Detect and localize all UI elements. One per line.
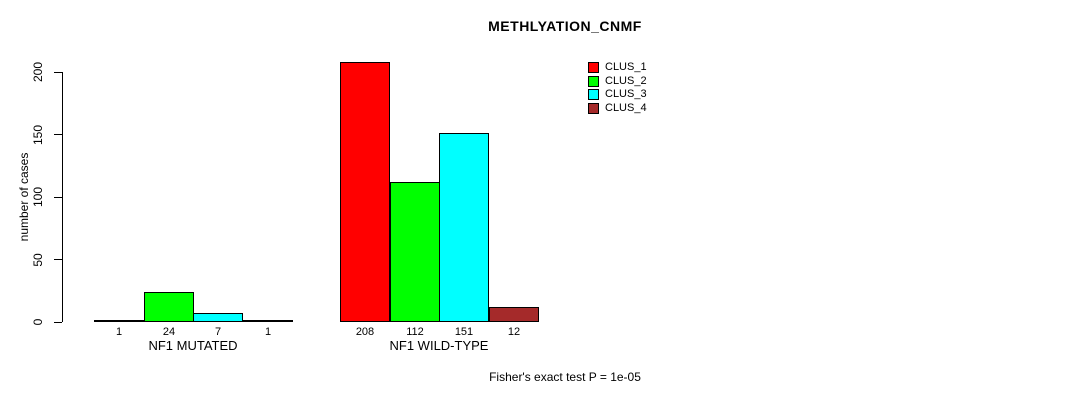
legend-label: CLUS_3 <box>605 88 647 100</box>
y-axis-label: number of cases <box>17 152 31 242</box>
y-tick-label-150: 150 <box>31 124 45 145</box>
legend-swatch-icon <box>588 62 599 73</box>
y-tick-100 <box>54 196 62 198</box>
legend-swatch-icon <box>588 102 599 114</box>
legend-label: CLUS_2 <box>605 74 647 87</box>
chart-title: METHLYATION_CNMF <box>488 18 642 34</box>
legend: CLUS_1 CLUS_2 CLUS_3 CLUS_4 <box>588 61 647 115</box>
bar-clus_4-group-1 <box>243 320 293 322</box>
y-tick-label-200: 200 <box>31 61 45 83</box>
y-tick-150 <box>54 134 62 135</box>
legend-label: CLUS_4 <box>605 101 647 114</box>
legend-swatch-icon <box>588 89 599 100</box>
bar-value-label: 24 <box>162 326 176 338</box>
bar-value-label: 12 <box>507 326 521 338</box>
bar-clus_1-group-2 <box>340 62 390 322</box>
y-axis-line <box>62 72 63 322</box>
bar-clus_2-group-2 <box>390 182 440 322</box>
bar-value-label: 1 <box>264 326 272 338</box>
bar-value-label: 151 <box>454 326 474 338</box>
bar-value-label: 208 <box>355 326 375 338</box>
y-tick-50 <box>54 259 62 260</box>
bar-value-label: 112 <box>406 326 424 338</box>
group-label-2: NF1 WILD-TYPE <box>389 338 489 353</box>
legend-item-clus_1: CLUS_1 <box>588 61 647 74</box>
y-tick-label-100: 100 <box>31 186 45 208</box>
legend-item-clus_2: CLUS_2 <box>588 75 647 88</box>
group-label-1: NF1 MUTATED <box>148 338 238 353</box>
y-tick-200 <box>54 71 62 73</box>
bar-value-label: 1 <box>115 326 123 338</box>
bar-clus_1-group-1 <box>94 320 144 322</box>
bar-clus_3-group-2 <box>439 133 489 322</box>
legend-item-clus_3: CLUS_3 <box>588 88 647 101</box>
bar-clus_4-group-2 <box>489 307 539 322</box>
y-tick-label-0: 0 <box>31 318 45 326</box>
legend-item-clus_4: CLUS_4 <box>588 102 647 115</box>
legend-label: CLUS_1 <box>605 61 647 73</box>
y-tick-0 <box>54 321 62 323</box>
fisher-test-annotation: Fisher's exact test P = 1e-05 <box>489 370 641 384</box>
y-tick-label-50: 50 <box>31 252 45 267</box>
bar-value-label: 7 <box>214 326 222 338</box>
bar-clus_3-group-1 <box>193 313 243 322</box>
bar-clus_2-group-1 <box>144 292 194 322</box>
legend-swatch-icon <box>588 75 599 87</box>
